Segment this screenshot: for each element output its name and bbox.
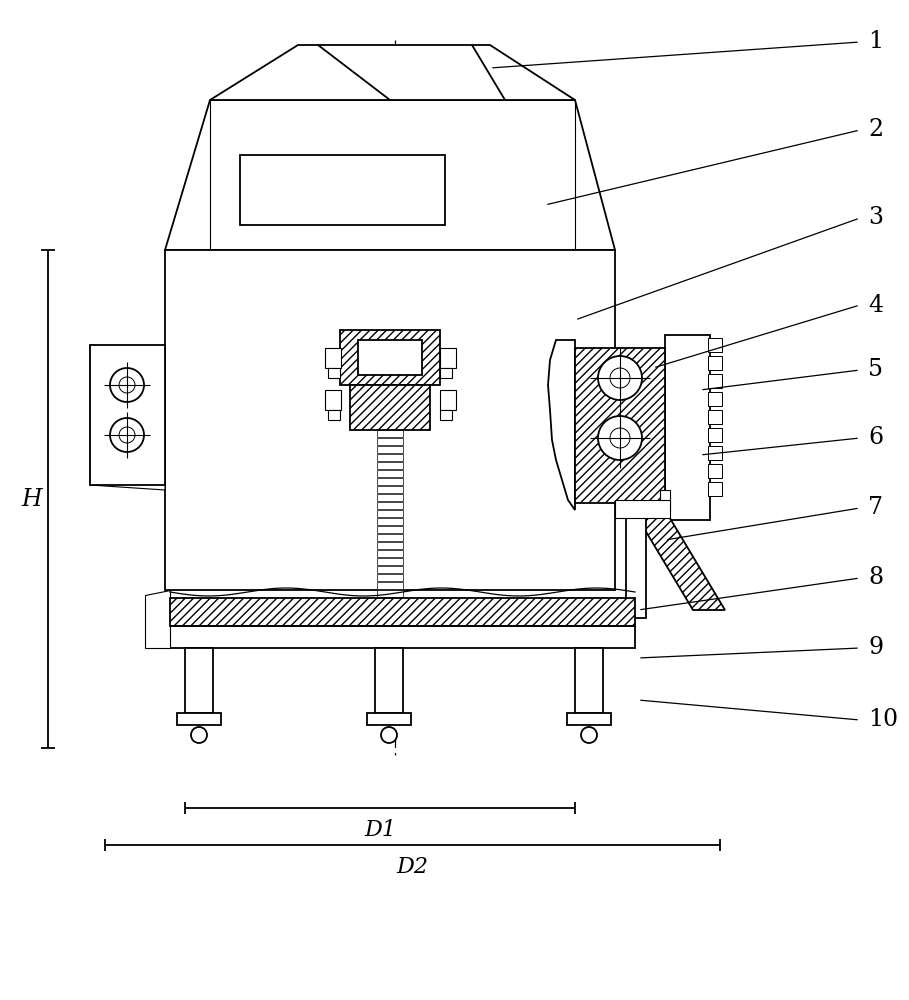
Bar [440,348,456,368]
Bar [377,510,403,517]
Circle shape [119,427,135,443]
Bar [708,428,722,442]
Bar [377,438,403,445]
Bar [708,356,722,370]
Bar [377,542,403,549]
Circle shape [191,727,207,743]
Bar [377,470,403,477]
Bar [165,250,615,590]
Text: 4: 4 [868,294,884,316]
Bar [177,713,221,725]
Circle shape [598,356,642,400]
Circle shape [610,368,630,388]
Bar [615,500,670,518]
Polygon shape [165,100,615,250]
Bar [708,392,722,406]
Bar [377,502,403,509]
Text: 6: 6 [868,426,884,450]
Bar [440,410,452,420]
Bar [575,348,665,503]
Bar [708,446,722,460]
Bar [377,446,403,453]
Bar [377,462,403,469]
Circle shape [110,368,144,402]
Polygon shape [210,45,575,100]
Text: 5: 5 [868,359,883,381]
Bar [377,534,403,541]
Bar [708,338,722,352]
Bar [350,385,430,430]
Bar [377,430,403,437]
Text: 10: 10 [868,708,898,732]
Bar [377,574,403,581]
Text: 9: 9 [868,637,884,660]
Bar [185,648,213,713]
Polygon shape [145,590,170,648]
Bar [708,374,722,388]
Bar [665,335,710,520]
Bar [377,590,403,597]
Text: 8: 8 [868,566,884,589]
Bar [328,410,340,420]
Bar [377,558,403,565]
Bar [440,390,456,410]
Polygon shape [548,340,575,510]
Bar [377,486,403,493]
Bar [90,345,165,485]
Circle shape [610,428,630,448]
Bar [340,330,440,385]
Circle shape [598,416,642,460]
Bar [367,713,411,725]
Bar [660,490,670,510]
Text: D1: D1 [364,819,396,841]
Bar [358,340,422,375]
Bar [708,482,722,496]
Bar [626,518,646,618]
Text: 7: 7 [868,496,883,520]
Circle shape [381,727,397,743]
Bar [708,464,722,478]
Bar [375,648,403,713]
Bar [328,368,340,378]
Text: 1: 1 [868,30,884,53]
Bar [440,368,452,378]
Bar [575,648,603,713]
Bar [377,454,403,461]
Bar [240,155,445,225]
Bar [708,410,722,424]
Bar [170,598,635,626]
Text: D2: D2 [396,856,428,878]
Text: H: H [22,488,43,510]
Text: 2: 2 [868,118,884,141]
Bar [377,478,403,485]
Bar [325,390,341,410]
Bar [377,494,403,501]
Polygon shape [90,345,165,490]
Bar [377,526,403,533]
Circle shape [581,727,597,743]
Bar [377,550,403,557]
Bar [377,582,403,589]
Bar [377,518,403,525]
Bar [325,348,341,368]
Polygon shape [636,515,725,610]
Circle shape [110,418,144,452]
Bar [567,713,611,725]
Bar [377,566,403,573]
Text: 3: 3 [868,207,883,230]
Bar [377,598,403,605]
Circle shape [119,377,135,393]
Bar [170,626,635,648]
